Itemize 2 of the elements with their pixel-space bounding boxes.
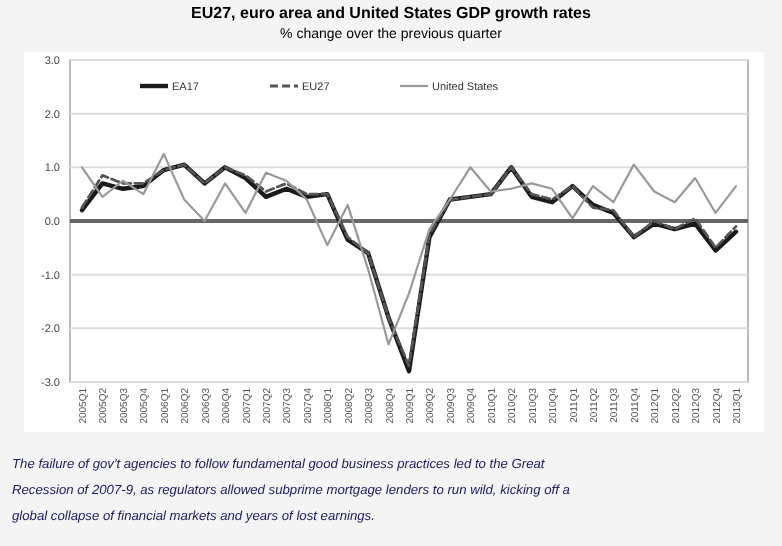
line-series (80, 152, 738, 346)
chart-title: EU27, euro area and United States GDP growth rates (191, 4, 592, 22)
